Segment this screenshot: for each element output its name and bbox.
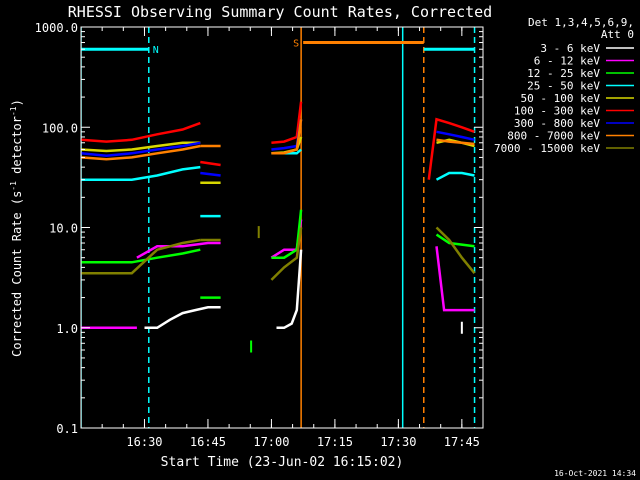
- series-line: [271, 119, 303, 155]
- x-tick-label: 16:30: [126, 435, 162, 449]
- y-axis-label-end: ): [10, 99, 24, 106]
- x-tick-label: 17:00: [253, 435, 289, 449]
- chart-title: RHESSI Observing Summary Count Rates, Co…: [68, 3, 492, 21]
- vertical-markers: [81, 27, 476, 428]
- flag-label: S: [293, 39, 299, 50]
- series-line: [200, 171, 221, 177]
- series-line: [435, 226, 476, 274]
- legend-label: 25 - 50 keV: [527, 80, 600, 93]
- legend-label: 50 - 100 keV: [521, 92, 601, 105]
- series-line: [81, 141, 201, 153]
- y-tick-label: 1.0: [56, 322, 78, 336]
- series-point: [460, 321, 463, 334]
- series-line: [270, 227, 303, 281]
- x-axis-label: Start Time (23-Jun-02 16:15:02): [161, 455, 404, 470]
- series-line: [435, 246, 475, 312]
- flag-label: N: [153, 45, 159, 56]
- x-axis: 16:30 16:45 17:00 17:15 17:30 17:45: [101, 27, 480, 449]
- y-axis-label-mid: detector: [10, 116, 24, 181]
- series-line: [436, 130, 475, 142]
- plot-frame: [80, 26, 484, 429]
- series-line: [436, 138, 475, 146]
- x-tick-label: 17:45: [444, 435, 480, 449]
- legend-label: 12 - 25 keV: [527, 67, 600, 80]
- y-tick-label: 0.1: [56, 422, 78, 436]
- series-line: [81, 238, 201, 275]
- series-point: [250, 340, 253, 353]
- series-line: [271, 209, 303, 259]
- series-line: [435, 171, 475, 181]
- series-line: [81, 141, 201, 157]
- y-axis-label: Corrected Count Rate (s-1 detector-1): [9, 99, 24, 357]
- series-line: [427, 117, 475, 180]
- legend-label: 3 - 6 keV: [540, 42, 600, 55]
- y-axis-label-sup2: -1: [9, 106, 18, 116]
- series-line: [435, 233, 475, 248]
- timestamp: 16-Oct-2021 14:34: [554, 469, 636, 478]
- legend-label: 800 - 7000 keV: [507, 130, 600, 143]
- series-line: [136, 241, 221, 259]
- y-axis: 0.1 1.0 10.0 100.0 1000.0: [35, 21, 483, 436]
- series-line: [200, 160, 221, 167]
- y-axis-label-main: Corrected Count Rate (s: [10, 191, 24, 357]
- y-tick-label: 100.0: [42, 121, 78, 135]
- x-tick-label: 17:15: [317, 435, 353, 449]
- y-tick-label: 10.0: [49, 222, 78, 236]
- x-tick-label: 17:30: [380, 435, 416, 449]
- flag-bars: NS: [81, 39, 475, 56]
- series-line: [81, 121, 201, 143]
- series-line: [271, 101, 303, 145]
- legend-label: 300 - 800 keV: [514, 117, 600, 130]
- legend-label: 7000 - 15000 keV: [494, 142, 600, 155]
- series-line: [144, 306, 221, 330]
- legend-header-line1: Det 1,3,4,5,6,9,: [528, 16, 634, 29]
- legend-header-line2: Att 0: [601, 28, 634, 41]
- y-tick-label: 1000.0: [35, 21, 78, 35]
- legend-label: 6 - 12 keV: [534, 55, 601, 68]
- y-axis-label-sup1: -1: [9, 181, 18, 191]
- series-line: [276, 249, 303, 330]
- legend-label: 100 - 300 keV: [514, 105, 600, 118]
- series-line: [81, 165, 201, 181]
- series-group: [81, 101, 476, 353]
- x-tick-label: 16:45: [190, 435, 226, 449]
- series-point: [257, 226, 260, 239]
- series-line: [81, 144, 201, 161]
